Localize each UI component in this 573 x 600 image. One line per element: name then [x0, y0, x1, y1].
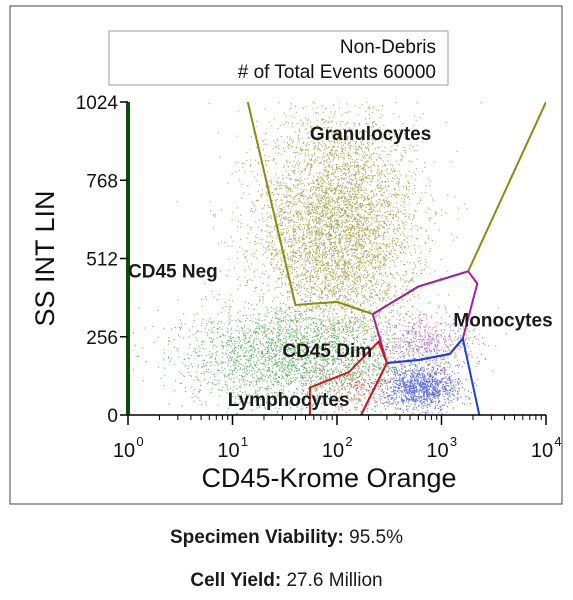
x-tick-exponent: 1	[241, 434, 248, 449]
gate-label-monocytes: Monocytes	[453, 310, 552, 331]
y-tick-label: 768	[86, 171, 118, 192]
population-points	[363, 352, 477, 415]
gate-label-cd45-dim: CD45 Dim	[282, 341, 372, 362]
figure-frame	[9, 5, 563, 505]
population-cd45-dim	[128, 258, 486, 415]
x-tick-exponent: 2	[345, 434, 352, 449]
specimen-viability-label: Specimen Viability:	[169, 527, 344, 548]
title-box	[108, 30, 449, 86]
specimen-viability-value: 95.5%	[349, 527, 404, 548]
x-axis-title: CD45-Krome Orange	[201, 463, 456, 493]
chart-subtitle: # of Total Events 60000	[238, 62, 436, 83]
y-tick-label: 1024	[76, 93, 119, 114]
y-tick-label: 512	[86, 250, 118, 271]
x-tick-label: 10	[426, 440, 448, 462]
y-axis-title: SS INT LIN	[30, 190, 60, 326]
gate-label-lymphocytes: Lymphocytes	[228, 390, 350, 411]
y-tick-label: 256	[86, 328, 118, 349]
specimen-viability-line: Specimen Viability: 95.5%	[0, 527, 573, 549]
population-lymphocytes	[363, 352, 477, 415]
gate-cd45-dim	[308, 339, 388, 415]
x-tick-exponent: 0	[136, 434, 143, 449]
x-tick-label: 10	[217, 440, 239, 462]
gate-label-granulocytes: Granulocytes	[310, 124, 431, 145]
x-tick-exponent: 4	[554, 434, 561, 449]
cell-yield-line: Cell Yield: 27.6 Million	[0, 570, 573, 592]
chart-title: Non-Debris	[340, 37, 436, 58]
gate-lymphocytes	[360, 336, 481, 415]
cell-yield-label: Cell Yield:	[190, 570, 282, 591]
gate-label-cd45-neg: CD45 Neg	[128, 261, 218, 282]
population-points	[128, 258, 486, 415]
x-tick-label: 10	[531, 440, 553, 462]
x-tick-label: 10	[113, 440, 135, 462]
y-tick-label: 0	[107, 406, 118, 427]
cell-yield-value: 27.6 Million	[286, 570, 383, 591]
scatter-plot-chart: Non-Debris # of Total Events 60000 0 256 512…	[9, 5, 563, 505]
x-tick-label: 10	[322, 440, 344, 462]
x-tick-exponent: 3	[450, 434, 457, 449]
plot-area	[128, 102, 546, 415]
